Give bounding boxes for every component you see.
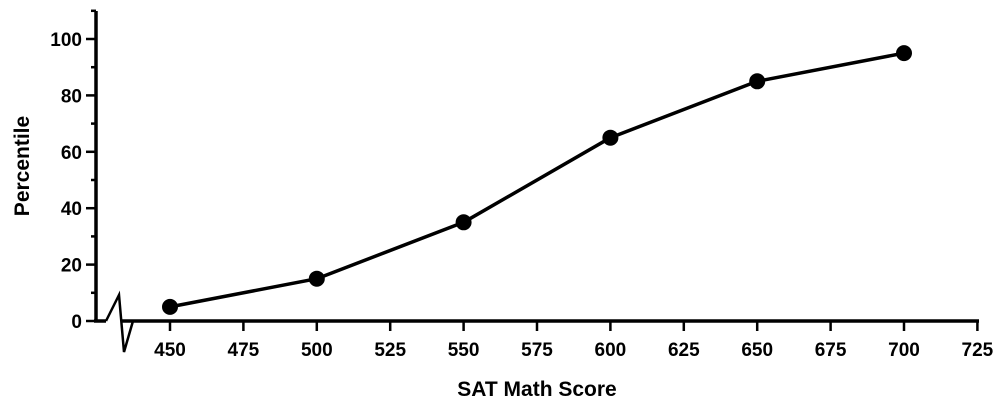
- data-point: [749, 73, 766, 90]
- data-point: [455, 214, 472, 231]
- x-ticks: 450 475 500 525 550 575 600 625 650 675 700 725: [154, 321, 994, 361]
- x-axis-title: SAT Math Score: [457, 378, 616, 401]
- x-tick-label: 550: [448, 340, 480, 361]
- y-tick-label: 20: [61, 256, 82, 277]
- x-tick-label: 625: [668, 340, 700, 361]
- axis-break-icon: [104, 290, 135, 353]
- y-tick-label: 0: [71, 312, 82, 333]
- x-tick-label: 725: [962, 340, 994, 361]
- x-tick-label: 650: [741, 340, 773, 361]
- x-tick-label: 450: [154, 340, 186, 361]
- data-point: [162, 298, 178, 315]
- x-tick-label: 575: [521, 340, 553, 361]
- y-tick-label: 100: [50, 30, 82, 51]
- series: [162, 45, 912, 315]
- y-axis-title: Percentile: [11, 116, 34, 216]
- x-tick-label: 500: [301, 340, 333, 361]
- y-tick-label: 40: [61, 199, 82, 220]
- data-point: [896, 45, 912, 62]
- y-tick-label: 60: [61, 143, 82, 164]
- series-line: [169, 51, 905, 309]
- x-tick-label: 700: [888, 340, 920, 361]
- data-point: [602, 129, 619, 146]
- x-tick-label: 525: [374, 340, 406, 361]
- x-tick-label: 475: [228, 340, 260, 361]
- x-tick-label: 600: [595, 340, 627, 361]
- x-tick-label: 675: [815, 340, 847, 361]
- y-tick-label: 80: [61, 86, 82, 107]
- data-point: [308, 270, 325, 287]
- y-ticks: 0 20 40 60 80 100: [50, 9, 96, 333]
